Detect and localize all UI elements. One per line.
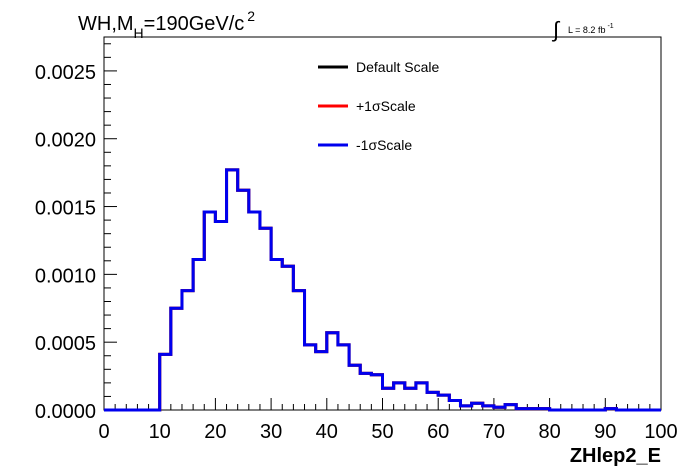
x-axis-label: ZHlep2_E [570,445,661,467]
lumi-superscript: -1 [607,23,613,30]
legend-label-minus: -1σScale [356,137,412,153]
series-layer [104,168,661,412]
x-tick-label: 30 [260,421,282,443]
x-tick-label: 90 [594,421,616,443]
x-tick-label: 80 [538,421,560,443]
x-tick-label: 40 [316,421,338,443]
x-tick-label: 60 [427,421,449,443]
legend-label-default: Default Scale [356,59,439,75]
lumi-integral-symbol: ∫ [551,17,561,42]
lumi-label: L = 8.2 fb -1 [568,23,614,35]
y-tick-label: 0.0010 [35,265,96,287]
y-tick-label: 0.0020 [35,130,96,152]
x-tick-label: 20 [204,421,226,443]
chart-title: WH,MH=190GeV/c 2 [78,8,255,41]
title-main: WH,M [78,13,134,35]
y-tick-label: 0.0025 [35,62,96,84]
title-superscript: 2 [247,8,255,24]
x-tick-label: 0 [98,421,109,443]
x-axis-ticks: 0 10 20 30 40 50 60 70 80 90 100 [98,398,678,443]
y-tick-label: 0.0005 [35,333,96,355]
x-tick-label: 70 [483,421,505,443]
lumi-text: L = 8.2 fb [568,25,605,35]
y-axis-ticks: 0.0000 0.0005 0.0010 0.0015 0.0020 0.0025 [35,43,117,423]
x-tick-label: 10 [149,421,171,443]
series-line-2 [104,168,661,412]
title-subscript: H [134,25,144,41]
title-rest: =190GeV/c [144,13,245,35]
y-tick-label: 0.0015 [35,198,96,220]
x-tick-label: 100 [644,421,677,443]
x-tick-label: 50 [371,421,393,443]
legend-label-plus: +1σScale [356,98,416,114]
plot-frame [103,36,662,411]
y-tick-label: 0.0000 [35,401,96,423]
legend: Default Scale +1σScale -1σScale [318,59,439,153]
